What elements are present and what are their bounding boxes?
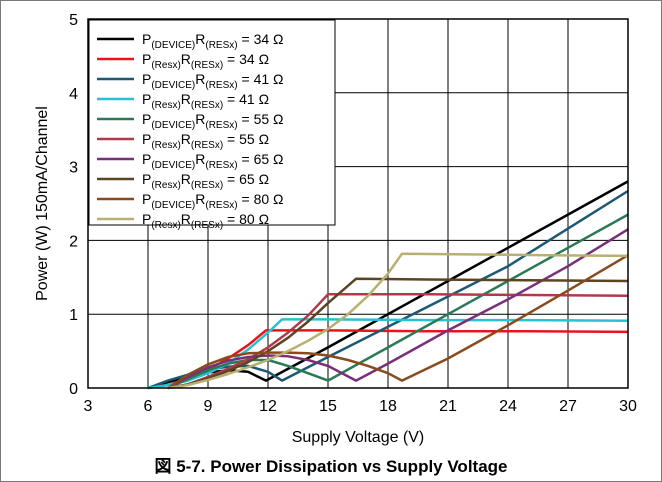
legend-entry-4: P(DEVICE)R(RESx) = 55 Ω bbox=[142, 111, 284, 131]
legend-text-part: R bbox=[195, 31, 205, 47]
legend-entry-1: P(Resx)R(RESx) = 34 Ω bbox=[142, 51, 269, 71]
legend-text-part: = 34 Ω bbox=[223, 51, 269, 67]
legend-text-part: (DEVICE) bbox=[151, 120, 195, 131]
legend-text-part: (RESx) bbox=[205, 120, 237, 131]
legend-entry-3: P(Resx)R(RESx) = 41 Ω bbox=[142, 91, 269, 111]
legend-text-part: R bbox=[195, 151, 205, 167]
figure-caption: 図 5-7. Power Dissipation vs Supply Volta… bbox=[154, 457, 508, 476]
x-tick-label: 15 bbox=[319, 398, 337, 415]
legend-text-part: R bbox=[195, 111, 205, 127]
legend-text-part: (DEVICE) bbox=[151, 80, 195, 91]
legend-entry-2: P(DEVICE)R(RESx) = 41 Ω bbox=[142, 71, 284, 91]
legend-text-part: = 55 Ω bbox=[223, 131, 269, 147]
x-tick-label: 21 bbox=[439, 398, 457, 415]
y-tick-label: 4 bbox=[69, 86, 78, 103]
legend-text-part: R bbox=[181, 211, 191, 227]
legend-text-part: P bbox=[142, 131, 151, 147]
legend-text-part: R bbox=[181, 131, 191, 147]
legend-entry-8: P(DEVICE)R(RESx) = 80 Ω bbox=[142, 191, 284, 211]
legend-entry-9: P(Resx)R(RESx) = 80 Ω bbox=[142, 211, 269, 231]
legend-text-part: R bbox=[195, 71, 205, 87]
series-line-9 bbox=[167, 252, 629, 390]
legend-text-part: (DEVICE) bbox=[151, 200, 195, 211]
legend-text-part: P bbox=[142, 91, 151, 107]
legend-text-part: P bbox=[142, 51, 151, 67]
y-tick-label: 2 bbox=[69, 233, 78, 250]
legend-text-part: P bbox=[142, 171, 151, 187]
legend-text-part: = 41 Ω bbox=[238, 71, 284, 87]
legend-text-part: (DEVICE) bbox=[151, 160, 195, 171]
legend-text-part: (RESx) bbox=[205, 160, 237, 171]
y-tick-label: 3 bbox=[69, 160, 78, 177]
x-tick-label: 30 bbox=[619, 398, 637, 415]
legend-entry-5: P(Resx)R(RESx) = 55 Ω bbox=[142, 131, 269, 151]
legend-text-part: = 65 Ω bbox=[223, 171, 269, 187]
x-tick-label: 6 bbox=[144, 398, 153, 415]
legend-text-part: R bbox=[181, 171, 191, 187]
legend-text-part: P bbox=[142, 151, 151, 167]
x-tick-label: 3 bbox=[84, 398, 93, 415]
legend-text-part: (RESx) bbox=[191, 60, 223, 71]
legend-entry-0: P(DEVICE)R(RESx) = 34 Ω bbox=[142, 31, 284, 51]
legend-text-part: = 80 Ω bbox=[238, 191, 284, 207]
legend-entry-6: P(DEVICE)R(RESx) = 65 Ω bbox=[142, 151, 284, 171]
legend-text-part: (RESx) bbox=[191, 140, 223, 151]
legend-text-part: (Resx) bbox=[151, 60, 180, 71]
series-line-6 bbox=[167, 228, 629, 390]
series-lines bbox=[147, 180, 629, 390]
series-line-8 bbox=[167, 254, 629, 390]
legend-text-part: P bbox=[142, 111, 151, 127]
legend-text-part: = 55 Ω bbox=[238, 111, 284, 127]
y-tick-label: 1 bbox=[69, 307, 78, 324]
legend-text-part: P bbox=[142, 71, 151, 87]
legend-text-part: R bbox=[195, 191, 205, 207]
legend-text-part: (Resx) bbox=[151, 140, 180, 151]
legend-text-part: = 65 Ω bbox=[238, 151, 284, 167]
x-tick-label: 12 bbox=[259, 398, 277, 415]
legend-text-part: (Resx) bbox=[151, 100, 180, 111]
legend-text-part: (RESx) bbox=[205, 80, 237, 91]
y-axis-label: Power (W) 150mA/Channel bbox=[34, 106, 51, 301]
legend-text-part: (Resx) bbox=[151, 220, 180, 231]
legend-text-part: (RESx) bbox=[191, 220, 223, 231]
y-tick-label: 5 bbox=[69, 12, 78, 29]
x-axis-label: Supply Voltage (V) bbox=[292, 429, 425, 446]
legend-text-part: (Resx) bbox=[151, 180, 180, 191]
legend-text-part: = 80 Ω bbox=[223, 211, 269, 227]
x-tick-label: 18 bbox=[379, 398, 397, 415]
legend-text-part: (RESx) bbox=[205, 40, 237, 51]
legend-text-part: (RESx) bbox=[205, 200, 237, 211]
series-line-7 bbox=[167, 277, 629, 390]
legend-text-part: = 34 Ω bbox=[238, 31, 284, 47]
legend-text-part: (RESx) bbox=[191, 100, 223, 111]
series-line-4 bbox=[167, 213, 629, 390]
x-tick-label: 27 bbox=[559, 398, 577, 415]
plot-border bbox=[87, 18, 629, 389]
y-tick-label: 0 bbox=[69, 381, 78, 398]
legend-box bbox=[88, 19, 336, 226]
legend-text-part: P bbox=[142, 211, 151, 227]
legend-text-part: = 41 Ω bbox=[223, 91, 269, 107]
x-tick-label: 24 bbox=[499, 398, 517, 415]
legend-text-part: (DEVICE) bbox=[151, 40, 195, 51]
x-tick-label: 9 bbox=[204, 398, 213, 415]
legend-text-part: P bbox=[142, 31, 151, 47]
legend-text-part: P bbox=[142, 191, 151, 207]
legend-text-part: R bbox=[181, 51, 191, 67]
legend-entry-7: P(Resx)R(RESx) = 65 Ω bbox=[142, 171, 269, 191]
legend: P(DEVICE)R(RESx) = 34 ΩP(Resx)R(RESx) = … bbox=[88, 19, 336, 231]
legend-text-part: R bbox=[181, 91, 191, 107]
legend-text-part: (RESx) bbox=[191, 180, 223, 191]
